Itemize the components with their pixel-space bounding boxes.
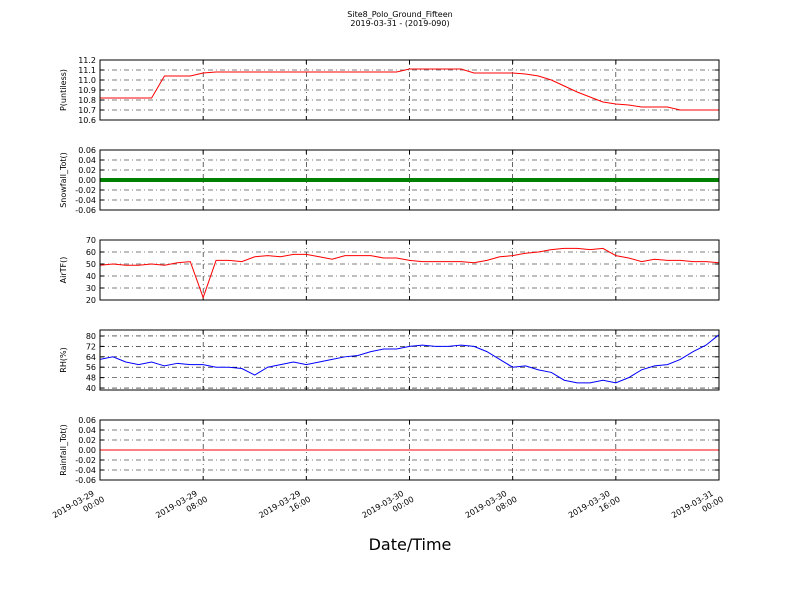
y-tick-label: 10.7 (78, 106, 96, 115)
y-axis-label: Snowfall_Tot() (59, 152, 68, 208)
y-tick-label: 0.02 (78, 436, 96, 445)
y-tick-label: 10.6 (78, 116, 96, 125)
y-tick-label: -0.06 (75, 206, 96, 215)
y-tick-label: -0.04 (75, 196, 96, 205)
y-tick-label: 11.0 (78, 76, 96, 85)
plot-frame (99, 329, 720, 391)
y-tick-label: 80 (86, 332, 96, 341)
y-tick-label: 20 (86, 296, 96, 305)
chart-subtitle: 2019-03-31 - (2019-090) (350, 19, 449, 28)
y-tick-label: 0.02 (78, 166, 96, 175)
x-axis-label: Date/Time (369, 535, 452, 554)
y-tick-label: 48 (86, 374, 96, 383)
y-tick-label: 70 (86, 236, 96, 245)
y-tick-label: 0.04 (78, 156, 96, 165)
data-line (100, 68, 719, 111)
y-tick-label: 0.04 (78, 426, 96, 435)
y-tick-label: -0.06 (75, 476, 96, 485)
y-tick-label: -0.02 (75, 186, 96, 195)
y-tick-label: -0.04 (75, 466, 96, 475)
plot-frame (99, 239, 720, 301)
data-line (99, 247, 720, 300)
y-tick-label: 10.8 (78, 96, 96, 105)
y-tick-label: 60 (86, 248, 96, 257)
y-tick-label: -0.02 (75, 456, 96, 465)
y-tick-label: 0.06 (78, 146, 96, 155)
plot-frame (99, 59, 720, 121)
y-tick-label: 0.00 (78, 446, 96, 455)
plot-frame (99, 419, 720, 481)
y-tick-label: 56 (86, 363, 96, 372)
y-axis-label: Rainfall_Tot() (59, 424, 68, 476)
y-tick-label: 10.9 (78, 86, 96, 95)
y-tick-label: 40 (86, 384, 96, 393)
y-tick-label: 50 (86, 260, 96, 269)
chart-title: Site8_Polo_Ground_Fifteen (347, 10, 452, 19)
y-axis-label: AirTF() (59, 257, 68, 284)
y-tick-label: 0.06 (78, 416, 96, 425)
plot-frame (99, 149, 720, 211)
y-tick-label: 72 (86, 342, 96, 351)
y-tick-label: 64 (86, 353, 96, 362)
y-axis-label: RH(%) (59, 347, 68, 372)
y-tick-label: 30 (86, 284, 96, 293)
data-line (99, 334, 720, 384)
y-tick-label: 11.1 (78, 66, 96, 75)
y-tick-label: 40 (86, 272, 96, 281)
y-tick-label: 0.00 (78, 176, 96, 185)
y-axis-label: P(untiless) (59, 69, 68, 111)
y-tick-label: 11.2 (78, 56, 96, 65)
